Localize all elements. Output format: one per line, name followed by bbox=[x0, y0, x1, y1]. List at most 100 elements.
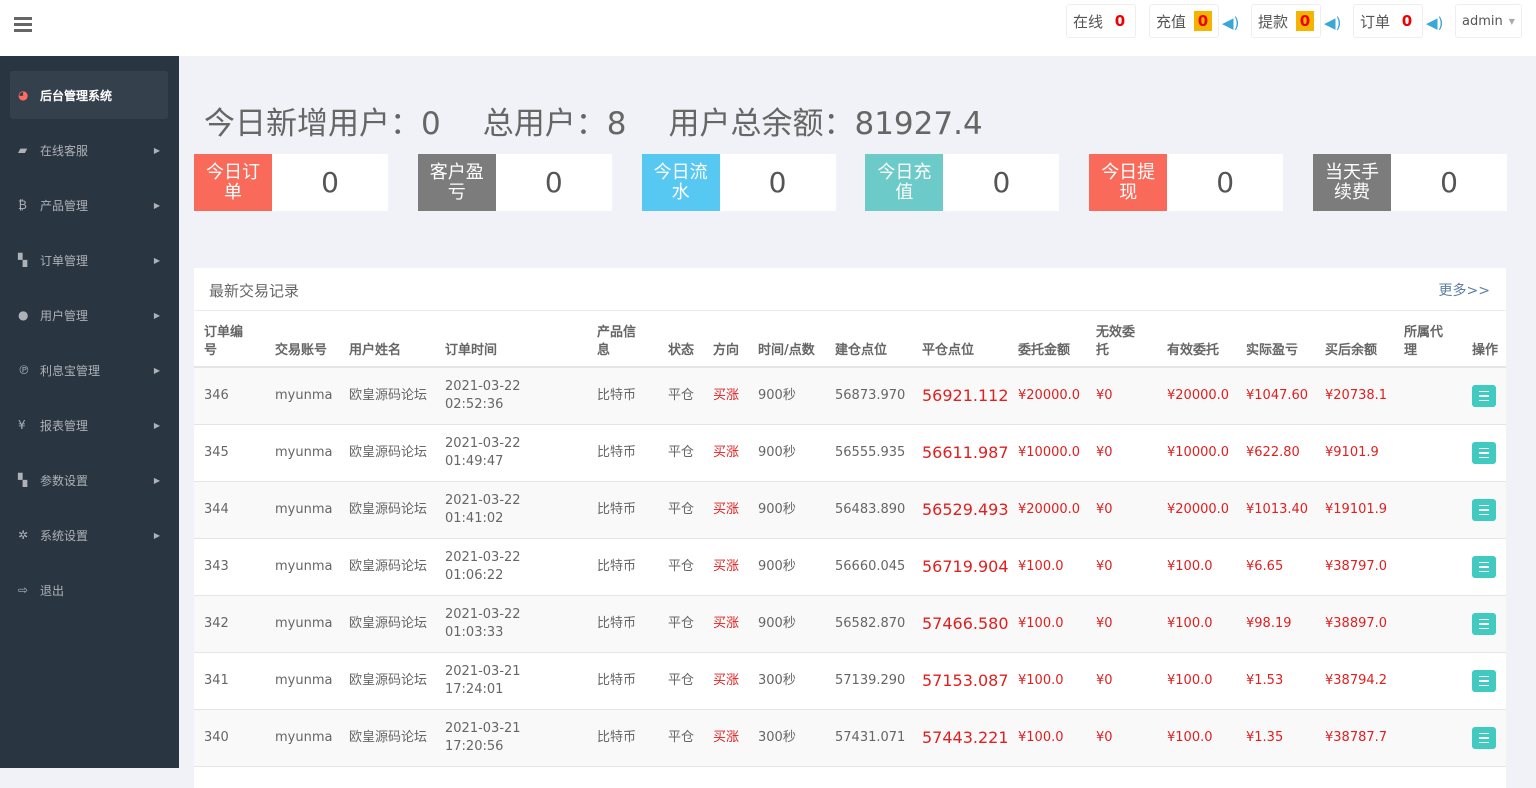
list-icon bbox=[1479, 448, 1489, 458]
table-cell: ¥622.80 bbox=[1246, 445, 1300, 460]
table-cell: ¥100.0 bbox=[1018, 616, 1064, 631]
table-cell: 300秒 bbox=[758, 673, 796, 688]
table-cell: 欧皇源码论坛 bbox=[349, 445, 428, 460]
sidebar-item-0[interactable]: ◕ 后台管理系统 bbox=[10, 71, 168, 119]
view-detail-button[interactable] bbox=[1472, 385, 1496, 407]
view-detail-button[interactable] bbox=[1472, 670, 1496, 692]
view-detail-button[interactable] bbox=[1472, 613, 1496, 635]
column-header: 状态 bbox=[668, 343, 695, 358]
list-icon bbox=[1479, 505, 1489, 515]
table-row: 344 myunma 欧皇源码论坛 2021-03-22 01:41:02 比特币 平仓 买… bbox=[194, 482, 1506, 539]
column-header: 操作 bbox=[1472, 343, 1499, 358]
column-header: 建仓点位 bbox=[835, 343, 888, 358]
sidebar-item-6[interactable]: ¥ 报表管理 ▶ bbox=[10, 401, 168, 449]
table-cell: ¥0 bbox=[1096, 730, 1113, 745]
stat-card: 今日充值 0 bbox=[865, 154, 1060, 211]
files-icon: ▚ bbox=[18, 473, 28, 487]
sidebar-item-8[interactable]: ✲ 系统设置 ▶ bbox=[10, 511, 168, 559]
view-detail-button[interactable] bbox=[1472, 727, 1496, 749]
sidebar-item-3[interactable]: ▚ 订单管理 ▶ bbox=[10, 236, 168, 284]
sidebar-item-label: 退出 bbox=[40, 583, 65, 598]
stat-card-label: 今日提现 bbox=[1089, 154, 1168, 211]
table-cell: myunma bbox=[275, 445, 333, 460]
column-header: 买后余额 bbox=[1325, 343, 1378, 358]
new-users-stat: 今日新增用户：0 bbox=[204, 106, 441, 142]
table-cell: ¥38797.0 bbox=[1325, 559, 1388, 574]
table-cell: 欧皇源码论坛 bbox=[349, 673, 428, 688]
speaker-icon[interactable]: ◀) bbox=[1324, 14, 1342, 32]
table-cell: 欧皇源码论坛 bbox=[349, 730, 428, 745]
column-header: 实际盈亏 bbox=[1246, 343, 1299, 358]
view-detail-button[interactable] bbox=[1472, 442, 1496, 464]
table-cell: 57153.087 bbox=[922, 671, 1009, 690]
table-cell: 2021-03-22 01:49:47 bbox=[445, 436, 521, 469]
stat-card-value: 0 bbox=[544, 166, 563, 199]
menu-toggle-icon[interactable] bbox=[14, 17, 32, 32]
stat-card: 今日订单 0 bbox=[194, 154, 388, 211]
table-cell: ¥1047.60 bbox=[1246, 388, 1309, 403]
list-icon bbox=[1479, 619, 1489, 629]
table-cell: 346 bbox=[204, 388, 229, 403]
table-cell: ¥19101.9 bbox=[1325, 502, 1388, 517]
table-cell: 57443.221 bbox=[922, 728, 1009, 747]
view-detail-button[interactable] bbox=[1472, 499, 1496, 521]
table-cell: ¥20738.1 bbox=[1325, 388, 1388, 403]
table-cell: ¥20000.0 bbox=[1018, 388, 1081, 403]
table-cell: 2021-03-21 17:20:56 bbox=[445, 721, 521, 754]
sign-out-icon: ⇨ bbox=[18, 583, 29, 597]
table-cell: myunma bbox=[275, 502, 333, 517]
stat-card: 客户盈亏 0 bbox=[417, 154, 612, 211]
recharge-counter[interactable]: 充值 0 bbox=[1149, 4, 1220, 38]
sidebar: ◕ 后台管理系统 ▰ 在线客服 ▶ ₿ 产品管理 ▶ ▚ 订单管理 ▶ ● 用户管理 ▶ ℗ 利息宝管理 ▶ ¥ 报… bbox=[0, 56, 179, 768]
table-row: 343 myunma 欧皇源码论坛 2021-03-22 01:06:22 比特币 平仓 买… bbox=[194, 539, 1506, 596]
table-cell: 341 bbox=[204, 673, 229, 688]
table-cell: ¥38787.7 bbox=[1325, 730, 1388, 745]
table-cell: 欧皇源码论坛 bbox=[349, 616, 428, 631]
view-detail-button[interactable] bbox=[1472, 556, 1496, 578]
column-header: 平仓点位 bbox=[922, 343, 975, 358]
table-cell: 平仓 bbox=[668, 445, 695, 460]
table-cell: 2021-03-22 01:41:02 bbox=[445, 493, 521, 526]
more-link[interactable]: 更多>> bbox=[1438, 283, 1490, 299]
stat-card-value: 0 bbox=[992, 166, 1011, 199]
sidebar-item-label: 订单管理 bbox=[40, 253, 89, 268]
column-header: 委托金额 bbox=[1018, 343, 1071, 358]
table-cell: 340 bbox=[204, 730, 229, 745]
table-row: 345 myunma 欧皇源码论坛 2021-03-22 01:49:47 比特币 平仓 买… bbox=[194, 425, 1506, 482]
sidebar-item-9[interactable]: ⇨ 退出 bbox=[10, 566, 168, 614]
orders-label: 订单 bbox=[1360, 12, 1391, 31]
table-cell: 56529.493 bbox=[922, 500, 1009, 519]
table-cell: 900秒 bbox=[758, 616, 796, 631]
table-cell: ¥0 bbox=[1096, 388, 1113, 403]
column-header: 无效委托 bbox=[1096, 325, 1136, 358]
sidebar-item-5[interactable]: ℗ 利息宝管理 ▶ bbox=[10, 346, 168, 394]
sidebar-item-2[interactable]: ₿ 产品管理 ▶ bbox=[10, 181, 168, 229]
withdraw-counter[interactable]: 提款 0 bbox=[1251, 4, 1322, 38]
table-cell: ¥6.65 bbox=[1246, 559, 1284, 574]
table-cell: 900秒 bbox=[758, 445, 796, 460]
table-cell: 900秒 bbox=[758, 502, 796, 517]
sidebar-item-7[interactable]: ▚ 参数设置 ▶ bbox=[10, 456, 168, 504]
sidebar-item-1[interactable]: ▰ 在线客服 ▶ bbox=[10, 126, 168, 174]
sidebar-item-label: 系统设置 bbox=[40, 528, 89, 543]
online-counter[interactable]: 在线 0 bbox=[1066, 4, 1137, 38]
table-row: 340 myunma 欧皇源码论坛 2021-03-21 17:20:56 比特币 平仓 买… bbox=[194, 710, 1506, 767]
table-cell: 欧皇源码论坛 bbox=[349, 502, 428, 517]
speaker-icon[interactable]: ◀) bbox=[1222, 14, 1240, 32]
table-cell: ¥10000.0 bbox=[1167, 445, 1230, 460]
stat-card-label: 客户盈亏 bbox=[417, 154, 496, 211]
orders-counter[interactable]: 订单 0 bbox=[1353, 4, 1424, 38]
caret-right-icon: ▶ bbox=[153, 310, 160, 320]
user-dropdown[interactable]: admin ▼ bbox=[1455, 4, 1522, 38]
column-header: 有效委托 bbox=[1167, 343, 1220, 358]
stat-card-label: 今日充值 bbox=[865, 154, 944, 211]
table-cell: 56921.112 bbox=[922, 386, 1009, 405]
table-row: 342 myunma 欧皇源码论坛 2021-03-22 01:03:33 比特币 平仓 买… bbox=[194, 596, 1506, 653]
table-cell: 56873.970 bbox=[835, 388, 906, 403]
speaker-icon[interactable]: ◀) bbox=[1426, 14, 1444, 32]
table-cell: 平仓 bbox=[668, 559, 695, 574]
pinterest-icon: ℗ bbox=[18, 363, 30, 377]
stat-card-label: 今日订单 bbox=[194, 154, 272, 211]
sidebar-item-4[interactable]: ● 用户管理 ▶ bbox=[10, 291, 168, 339]
table-cell: 57431.071 bbox=[835, 730, 906, 745]
